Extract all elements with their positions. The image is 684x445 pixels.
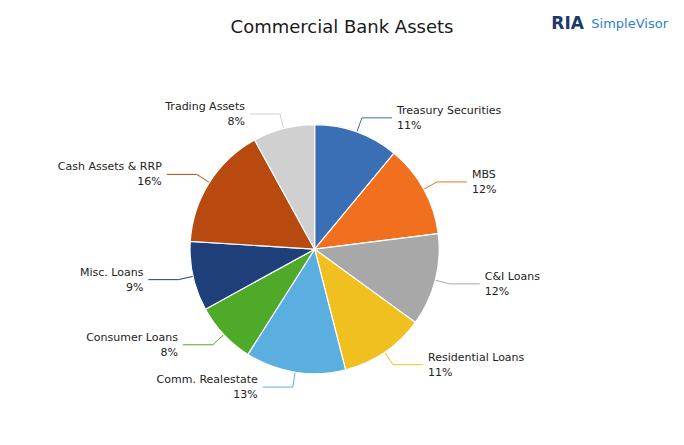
svg-text:12%: 12% (472, 183, 496, 196)
svg-text:9%: 9% (126, 281, 143, 294)
svg-text:13%: 13% (233, 388, 257, 401)
svg-text:12%: 12% (485, 285, 509, 298)
svg-text:8%: 8% (160, 346, 177, 359)
svg-text:8%: 8% (227, 115, 244, 128)
svg-text:Cash Assets & RRP: Cash Assets & RRP (58, 160, 162, 173)
svg-text:Commercial Bank Assets: Commercial Bank Assets (231, 16, 454, 37)
svg-text:C&I Loans: C&I Loans (485, 270, 540, 283)
svg-text:SimpleVisor: SimpleVisor (591, 16, 668, 31)
svg-text:Consumer Loans: Consumer Loans (86, 331, 178, 344)
svg-text:RIA: RIA (551, 13, 584, 33)
svg-text:11%: 11% (428, 366, 452, 379)
svg-text:Residential Loans: Residential Loans (428, 351, 524, 364)
svg-text:Comm. Realestate: Comm. Realestate (157, 373, 258, 386)
svg-text:16%: 16% (137, 175, 161, 188)
svg-text:Misc. Loans: Misc. Loans (80, 266, 144, 279)
svg-text:11%: 11% (397, 119, 421, 132)
svg-text:Treasury Securities: Treasury Securities (396, 104, 502, 117)
svg-text:MBS: MBS (472, 168, 496, 181)
svg-text:Trading Assets: Trading Assets (164, 100, 245, 113)
